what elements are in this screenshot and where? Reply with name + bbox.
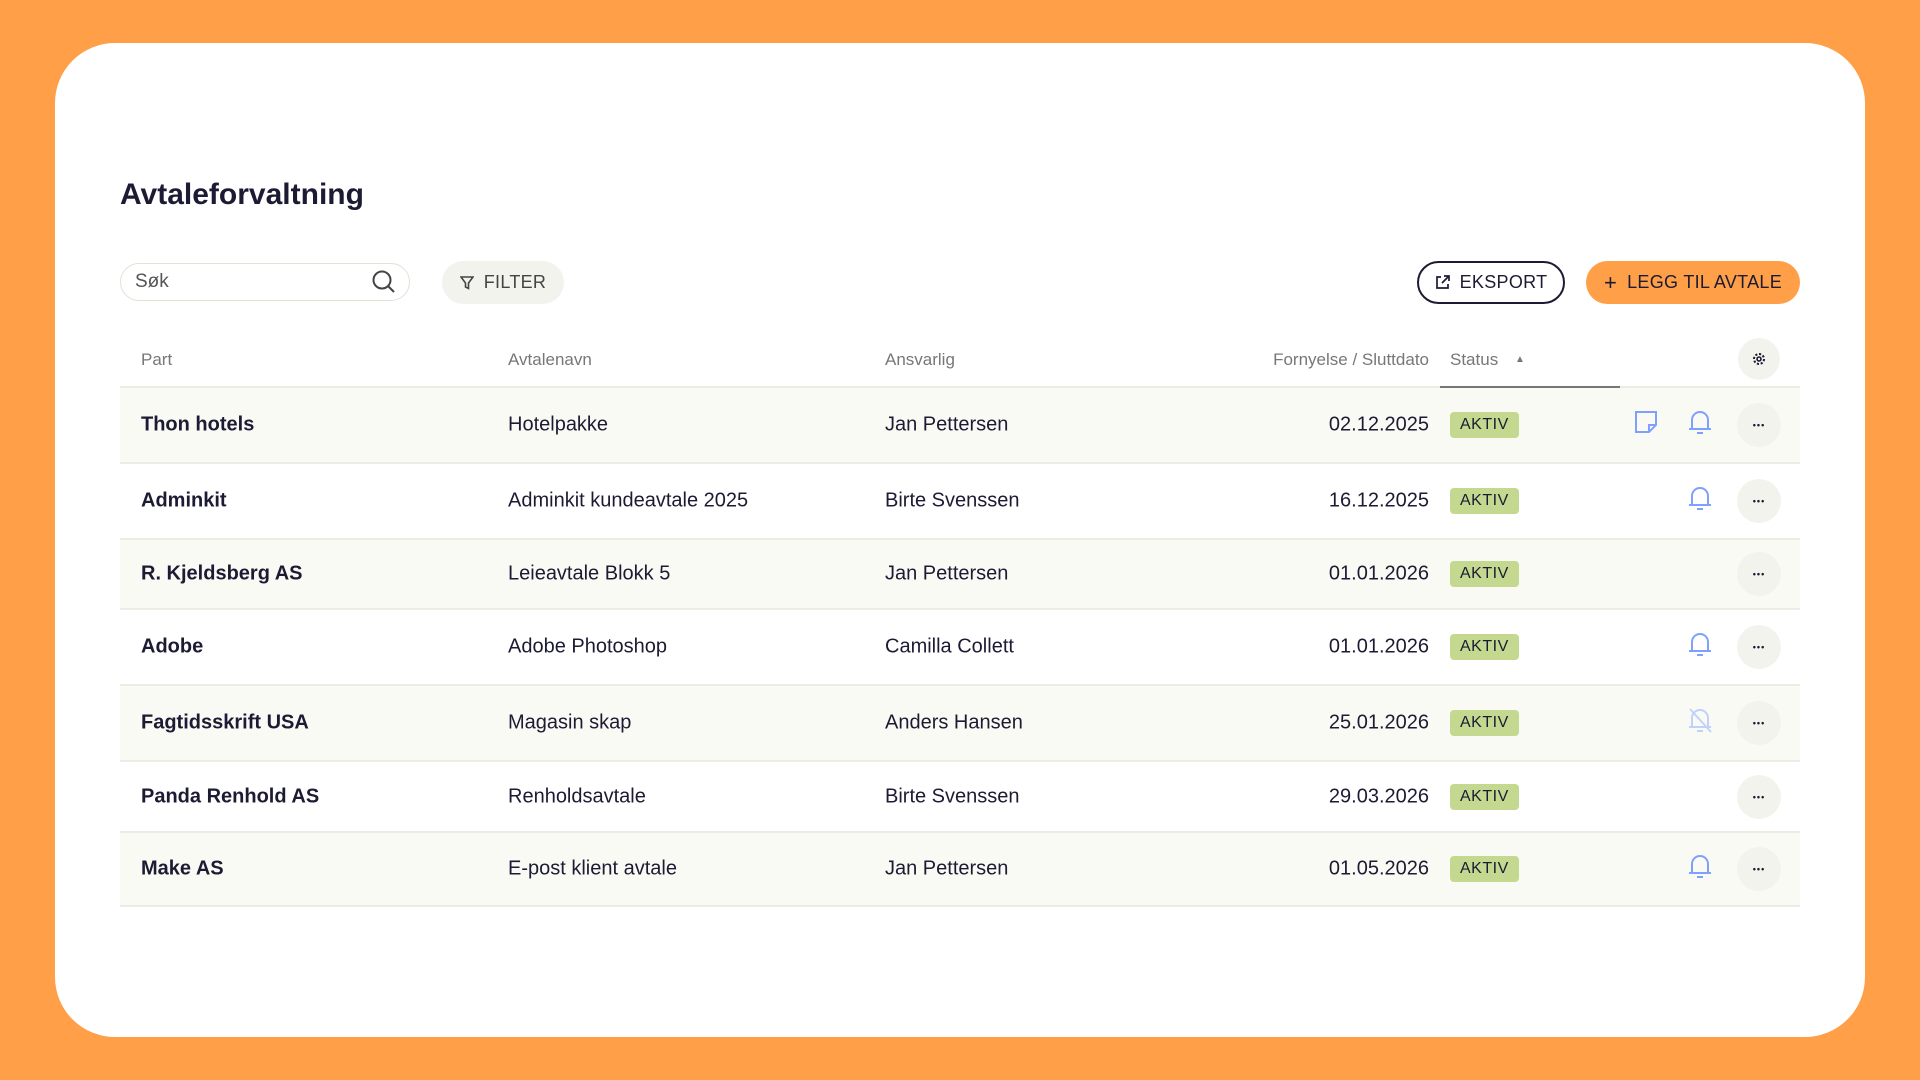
add-agreement-button[interactable]: + LEGG TIL AVTALE — [1586, 261, 1800, 304]
table-row[interactable]: Fagtidsskrift USA Magasin skap Anders Ha… — [120, 686, 1800, 762]
export-label: EKSPORT — [1459, 272, 1548, 292]
party-cell: Fagtidsskrift USA — [141, 711, 309, 734]
responsible-cell: Jan Pettersen — [885, 857, 1009, 880]
external-link-icon — [1435, 275, 1450, 289]
add-agreement-label: LEGG TIL AVTALE — [1627, 272, 1783, 292]
date-cell: 01.01.2026 — [1328, 562, 1429, 585]
agreement-name-cell: Magasin skap — [508, 711, 632, 734]
status-badge: AKTIV — [1450, 412, 1519, 438]
more-options-button[interactable]: ••• — [1737, 479, 1781, 523]
ellipsis-icon: ••• — [1752, 496, 1766, 506]
sort-ascending-icon[interactable]: ▲ — [1515, 354, 1525, 365]
responsible-cell: Camilla Collett — [885, 635, 1014, 658]
responsible-cell: Jan Pettersen — [885, 413, 1009, 436]
status-badge: AKTIV — [1450, 710, 1519, 736]
more-options-button[interactable]: ••• — [1737, 701, 1781, 745]
ellipsis-icon: ••• — [1752, 718, 1766, 728]
ellipsis-icon: ••• — [1752, 420, 1766, 430]
ellipsis-icon: ••• — [1752, 569, 1766, 579]
party-cell: Thon hotels — [141, 413, 255, 436]
date-cell: 01.05.2026 — [1328, 857, 1429, 880]
bell-off-icon[interactable] — [1687, 706, 1713, 740]
status-badge: AKTIV — [1450, 488, 1519, 514]
note-icon[interactable] — [1633, 409, 1659, 441]
filter-icon — [459, 275, 474, 290]
table-header: Part Avtalenavn Ansvarlig Fornyelse / Sl… — [120, 338, 1800, 388]
party-cell: Adobe — [141, 635, 204, 658]
ellipsis-icon: ••• — [1752, 642, 1766, 652]
more-options-button[interactable]: ••• — [1737, 552, 1781, 596]
status-badge: AKTIV — [1450, 561, 1519, 587]
agreement-name-cell: Leieavtale Blokk 5 — [508, 562, 671, 585]
ellipsis-icon: ••• — [1752, 791, 1766, 802]
bell-icon[interactable] — [1687, 408, 1713, 442]
agreement-name-cell: E-post klient avtale — [508, 857, 677, 880]
agreement-name-cell: Adminkit kundeavtale 2025 — [508, 489, 749, 512]
ellipsis-icon: ••• — [1752, 864, 1766, 874]
filter-label: FILTER — [483, 272, 547, 292]
date-cell: 01.01.2026 — [1328, 635, 1429, 658]
party-cell: Panda Renhold AS — [141, 785, 320, 807]
status-badge: AKTIV — [1450, 856, 1519, 882]
date-cell: 25.01.2026 — [1328, 711, 1429, 734]
column-header-name[interactable]: Avtalenavn — [508, 350, 592, 369]
bell-icon[interactable] — [1687, 484, 1713, 518]
column-header-date[interactable]: Fornyelse / Sluttdato — [1273, 350, 1429, 369]
responsible-cell: Birte Svenssen — [885, 489, 1020, 512]
table-row[interactable]: Make AS E-post klient avtale Jan Petters… — [120, 833, 1800, 907]
more-options-button[interactable]: ••• — [1737, 847, 1781, 891]
table-row[interactable]: Adminkit Adminkit kundeavtale 2025 Birte… — [120, 464, 1800, 540]
agreement-name-cell: Adobe Photoshop — [508, 635, 668, 658]
export-button[interactable]: EKSPORT — [1417, 261, 1565, 304]
responsible-cell: Jan Pettersen — [885, 562, 1009, 585]
table-row[interactable]: Adobe Adobe Photoshop Camilla Collett 01… — [120, 610, 1800, 686]
table-settings-button[interactable] — [1738, 338, 1780, 380]
search-icon[interactable] — [371, 269, 397, 295]
more-options-button[interactable]: ••• — [1737, 625, 1781, 669]
party-cell: R. Kjeldsberg AS — [141, 562, 303, 585]
more-options-button[interactable]: ••• — [1737, 774, 1781, 819]
table-row[interactable]: Panda Renhold AS Renholdsavtale Birte Sv… — [120, 762, 1800, 833]
date-cell: 02.12.2025 — [1328, 413, 1429, 436]
search-box[interactable] — [120, 263, 410, 301]
agreement-name-cell: Hotelpakke — [508, 413, 609, 436]
table-row[interactable]: R. Kjeldsberg AS Leieavtale Blokk 5 Jan … — [120, 540, 1800, 610]
column-header-part[interactable]: Part — [141, 350, 173, 369]
sort-indicator — [1440, 386, 1620, 388]
date-cell: 29.03.2026 — [1328, 785, 1429, 807]
agreement-name-cell: Renholdsavtale — [508, 785, 646, 807]
plus-icon: + — [1603, 269, 1618, 295]
bell-icon[interactable] — [1687, 630, 1713, 664]
party-cell: Adminkit — [141, 489, 227, 512]
filter-button[interactable]: FILTER — [442, 261, 564, 304]
gear-icon — [1753, 353, 1765, 365]
search-input[interactable] — [135, 271, 335, 293]
more-options-button[interactable]: ••• — [1737, 403, 1781, 447]
table-row[interactable]: Thon hotels Hotelpakke Jan Pettersen 02.… — [120, 388, 1800, 464]
responsible-cell: Birte Svenssen — [885, 785, 1020, 807]
status-badge: AKTIV — [1450, 634, 1519, 660]
date-cell: 16.12.2025 — [1328, 489, 1429, 512]
bell-icon[interactable] — [1687, 852, 1713, 886]
party-cell: Make AS — [141, 857, 224, 880]
status-badge: AKTIV — [1450, 783, 1519, 810]
column-header-responsible[interactable]: Ansvarlig — [885, 350, 955, 369]
agreements-table: Part Avtalenavn Ansvarlig Fornyelse / Sl… — [120, 338, 1800, 907]
page-title: Avtaleforvaltning — [120, 178, 364, 211]
column-header-status[interactable]: Status — [1450, 350, 1499, 369]
responsible-cell: Anders Hansen — [885, 711, 1023, 734]
